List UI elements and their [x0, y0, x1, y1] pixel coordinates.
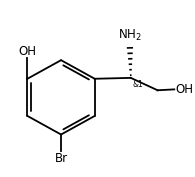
Text: &1: &1: [132, 80, 143, 89]
Text: OH: OH: [18, 45, 36, 58]
Text: NH$_2$: NH$_2$: [118, 28, 142, 43]
Text: OH: OH: [175, 83, 193, 96]
Text: Br: Br: [54, 152, 68, 165]
